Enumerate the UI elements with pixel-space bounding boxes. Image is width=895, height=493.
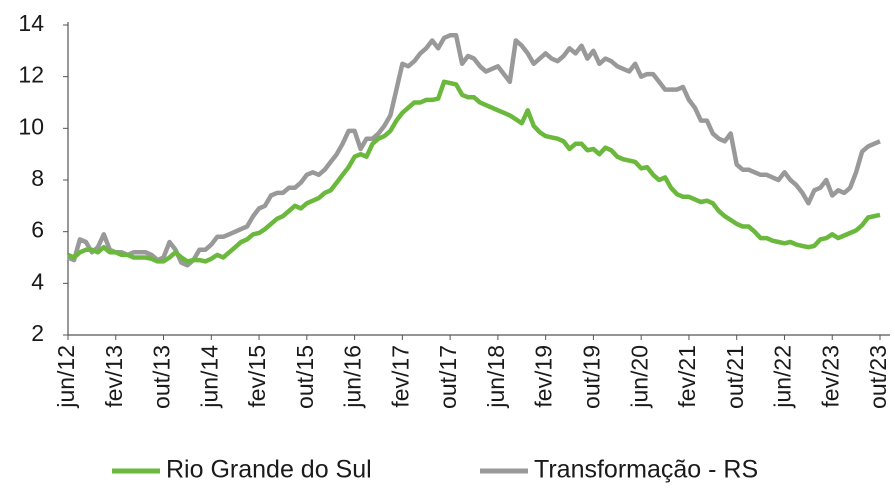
x-tick-label: fev/13	[101, 345, 127, 408]
series-line	[67, 33, 881, 268]
x-tick-label: out/15	[292, 345, 318, 409]
x-tick-label: jun/22	[770, 345, 796, 409]
x-tick-label: out/13	[149, 345, 175, 409]
y-tick-label: 6	[31, 217, 44, 243]
x-tick-label: fev/23	[817, 345, 843, 408]
x-tick-label: jun/14	[196, 345, 222, 409]
x-tick-label: fev/19	[531, 345, 557, 408]
y-tick-label: 8	[31, 165, 44, 191]
y-tick-label: 4	[31, 268, 44, 294]
x-tick-label: out/17	[435, 345, 461, 409]
x-tick-label: out/21	[722, 345, 748, 409]
legend-label: Transformação - RS	[534, 456, 758, 484]
y-tick-label: 2	[31, 320, 44, 346]
x-tick-label: jun/12	[53, 345, 79, 409]
x-tick-label: jun/16	[340, 345, 366, 409]
y-tick-label: 10	[18, 113, 44, 139]
series-line	[67, 79, 881, 264]
x-tick-label: jun/20	[626, 345, 652, 409]
legend-label: Rio Grande do Sul	[166, 456, 372, 484]
x-tick-label: out/19	[578, 345, 604, 409]
y-tick-label: 12	[18, 62, 44, 88]
x-tick-label: fev/17	[387, 345, 413, 408]
x-tick-label: fev/21	[674, 345, 700, 408]
x-tick-label: out/23	[865, 345, 891, 409]
x-tick-label: jun/18	[483, 345, 509, 409]
x-tick-label: fev/15	[244, 345, 270, 408]
y-tick-label: 14	[18, 10, 44, 36]
